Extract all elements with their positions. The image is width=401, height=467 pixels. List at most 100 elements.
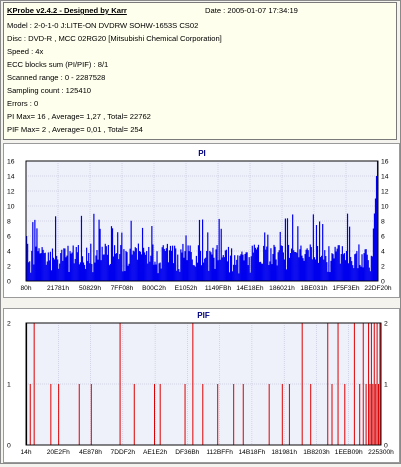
pi-bar xyxy=(100,260,102,281)
pif-x-tick-label: 4E878h xyxy=(79,449,102,456)
pi-bar xyxy=(205,257,207,281)
pi-bar xyxy=(316,245,319,281)
pi-bar xyxy=(125,250,127,281)
pi-bar xyxy=(324,250,326,281)
pi-bar xyxy=(130,220,132,281)
pi-bar xyxy=(183,257,185,281)
pi-bar xyxy=(222,255,224,281)
pi-bar xyxy=(34,219,36,281)
pi-bar xyxy=(206,251,208,281)
pi-bar xyxy=(74,258,76,281)
pif-chart-title: PIF xyxy=(197,311,210,320)
pi-bar xyxy=(185,235,187,281)
pi-bar xyxy=(334,246,336,281)
pi-bar xyxy=(60,253,62,281)
pi-bar xyxy=(31,250,33,281)
pi-bar xyxy=(145,254,147,281)
pi-bar xyxy=(281,245,283,281)
pi-bar xyxy=(196,262,199,281)
pi-bar xyxy=(253,244,255,281)
pi-bar xyxy=(330,260,332,281)
scan-date: Date : 2005-01-07 17:34:19 xyxy=(205,6,298,15)
pi-bar xyxy=(311,259,313,281)
pi-bar xyxy=(350,256,352,281)
pif-x-tick-label: DF36Bh xyxy=(175,449,200,456)
pi-bar xyxy=(28,262,30,281)
pi-bar xyxy=(30,272,32,281)
pi-bar xyxy=(235,264,237,281)
pi-chart-title: PI xyxy=(198,149,206,158)
pif-x-tick-label: 14B18Fh xyxy=(239,449,266,456)
pif-x-tick-label: 14h xyxy=(20,449,31,456)
pi-bar xyxy=(116,253,118,281)
pi-bar xyxy=(227,246,230,281)
pi-bar xyxy=(40,253,42,281)
pi-bar xyxy=(38,248,40,281)
pi-bar xyxy=(154,261,156,281)
pi-bar xyxy=(137,243,139,281)
pi-bar xyxy=(147,263,149,281)
pi-y-tick-label: 2 xyxy=(7,264,11,271)
pi-bar xyxy=(120,245,122,281)
pi-bar xyxy=(368,267,370,281)
pi-y-tick-label: 6 xyxy=(7,234,11,241)
pi-bar xyxy=(127,265,129,281)
pi-bar xyxy=(132,250,134,281)
pi-bar xyxy=(216,245,218,281)
pi-bar xyxy=(290,253,292,281)
pif-x-tick-label: 225300h xyxy=(368,449,394,456)
pi-bar xyxy=(271,264,273,281)
pi-bar xyxy=(325,256,327,281)
pi-bar xyxy=(323,259,325,281)
pi-y-tick-label-right: 12 xyxy=(381,189,389,196)
pi-bar xyxy=(83,264,86,281)
pif-x-tick-label: 1B8203h xyxy=(303,449,330,456)
pi-bar xyxy=(155,264,157,281)
pi-bar xyxy=(277,252,279,281)
pi-bar xyxy=(32,222,34,281)
pi-bar xyxy=(267,234,269,281)
pi-bar xyxy=(161,247,163,281)
pi-bar xyxy=(197,245,200,281)
pi-bar xyxy=(282,252,284,281)
pif-x-tick-label: 112BFFh xyxy=(206,449,233,456)
info-pif-stats: PIF Max= 2 , Average= 0,01 , Total= 254 xyxy=(7,125,143,134)
pi-bar xyxy=(59,263,61,281)
pi-bar xyxy=(162,245,164,281)
pi-x-tick-label: B00C2h xyxy=(142,285,166,292)
pi-bar xyxy=(329,272,331,281)
pi-bar xyxy=(283,259,285,281)
pi-bar xyxy=(241,251,243,281)
pi-bar xyxy=(252,252,254,281)
pi-bar xyxy=(308,256,310,281)
pi-bar xyxy=(251,245,253,281)
pi-bar xyxy=(142,247,145,281)
pi-bar xyxy=(115,253,117,281)
pi-x-tick-label: 1BE031h xyxy=(300,285,327,292)
pi-bar xyxy=(303,260,305,281)
pi-bar xyxy=(191,259,193,281)
pi-bar xyxy=(372,228,375,281)
pi-bar xyxy=(170,250,173,281)
pi-bar xyxy=(337,245,339,281)
pi-bar xyxy=(362,267,364,281)
pi-bar xyxy=(258,262,261,281)
pi-bar xyxy=(314,259,317,281)
pi-bar xyxy=(110,226,113,281)
pi-bar xyxy=(243,260,245,281)
pi-bar xyxy=(195,255,197,281)
pi-bar xyxy=(192,265,194,281)
pi-x-tick-label: 186021h xyxy=(269,285,295,292)
pi-bar xyxy=(360,266,362,281)
pi-bar xyxy=(292,214,294,281)
pi-bar xyxy=(106,254,108,281)
pi-bar xyxy=(76,252,78,281)
pi-x-tick-label: E1052h xyxy=(175,285,198,292)
pi-bar xyxy=(75,246,77,281)
pi-bar xyxy=(349,226,351,281)
pi-bar xyxy=(180,249,182,281)
pi-bar xyxy=(72,245,74,281)
pi-bar xyxy=(351,261,353,281)
pi-bar xyxy=(313,257,315,281)
info-model: Model : 2-0-1-0 J:LITE-ON DVDRW SOHW-165… xyxy=(7,21,199,30)
